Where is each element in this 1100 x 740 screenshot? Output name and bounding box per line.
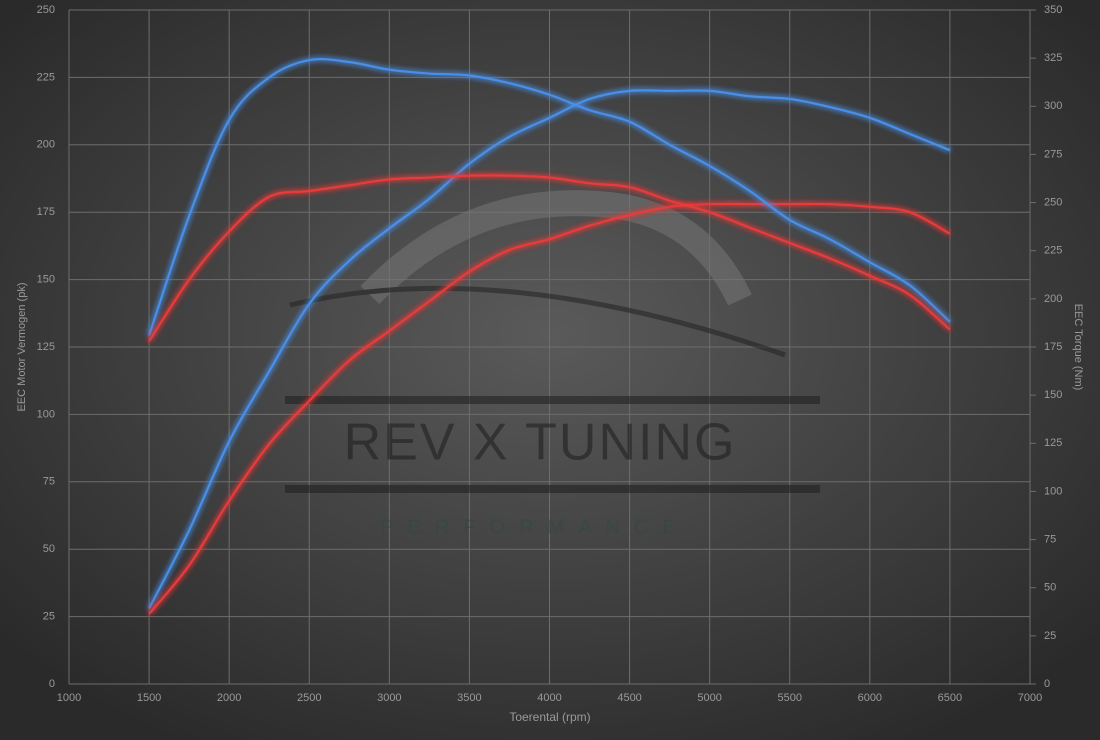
logo-arc — [360, 190, 752, 306]
y2-tick-label: 350 — [1044, 4, 1062, 16]
watermark: REV X TUNING PERFORMANCE — [285, 190, 820, 538]
y2-tick-label: 25 — [1044, 630, 1056, 642]
x-tick-label: 6500 — [938, 692, 962, 704]
x-tick-label: 7000 — [1018, 692, 1042, 704]
y-tick-label: 200 — [37, 139, 55, 151]
y2-tick-label: 50 — [1044, 582, 1056, 594]
y-tick-label: 25 — [43, 611, 55, 623]
grid — [68, 9, 1036, 685]
y-tick-label: 50 — [43, 543, 55, 555]
y2-tick-label: 225 — [1044, 245, 1062, 257]
y-tick-label: 125 — [37, 341, 55, 353]
x-tick-label: 6000 — [858, 692, 882, 704]
series-line — [148, 57, 951, 336]
logo-car — [289, 285, 786, 358]
y2-tick-label: 300 — [1044, 100, 1062, 112]
y-tick-label: 175 — [37, 206, 55, 218]
y2-tick-label: 250 — [1044, 196, 1062, 208]
y2-tick-label: 0 — [1044, 678, 1050, 690]
x-tick-label: 1500 — [137, 692, 161, 704]
y-tick-label: 250 — [37, 4, 55, 16]
y2-tick-label: 150 — [1044, 389, 1062, 401]
plot-area — [148, 57, 951, 615]
x-tick-label: 2000 — [217, 692, 241, 704]
y-axis-label: EEC Motor Vermogen (pk) — [16, 283, 28, 412]
y2-tick-label: 75 — [1044, 533, 1056, 545]
logo-bar — [285, 485, 820, 493]
y2-tick-label: 200 — [1044, 293, 1062, 305]
series-line — [148, 174, 951, 342]
x-axis-label: Toerental (rpm) — [509, 710, 590, 724]
y2-axis-label: EEC Torque (Nm) — [1072, 304, 1084, 391]
y2-tick-label: 325 — [1044, 52, 1062, 64]
logo-bar — [285, 396, 820, 404]
x-tick-label: 5000 — [697, 692, 721, 704]
y2-tick-label: 275 — [1044, 148, 1062, 160]
x-tick-label: 1000 — [57, 692, 81, 704]
watermark-subtitle: PERFORMANCE — [380, 516, 690, 538]
x-tick-label: 2500 — [297, 692, 321, 704]
y2-tick-label: 125 — [1044, 437, 1062, 449]
x-tick-label: 4500 — [617, 692, 641, 704]
y-tick-label: 75 — [43, 476, 55, 488]
x-tick-label: 4000 — [537, 692, 561, 704]
y2-tick-label: 100 — [1044, 485, 1062, 497]
y2-tick-label: 175 — [1044, 341, 1062, 353]
y-tick-label: 225 — [37, 71, 55, 83]
y-tick-label: 100 — [37, 408, 55, 420]
y-tick-label: 150 — [37, 274, 55, 286]
series-line — [148, 202, 951, 615]
x-tick-label: 3500 — [457, 692, 481, 704]
x-tick-label: 3000 — [377, 692, 401, 704]
x-tick-label: 5500 — [778, 692, 802, 704]
series-line — [148, 89, 951, 610]
y-tick-label: 0 — [49, 678, 55, 690]
watermark-title: REV X TUNING — [344, 414, 737, 472]
